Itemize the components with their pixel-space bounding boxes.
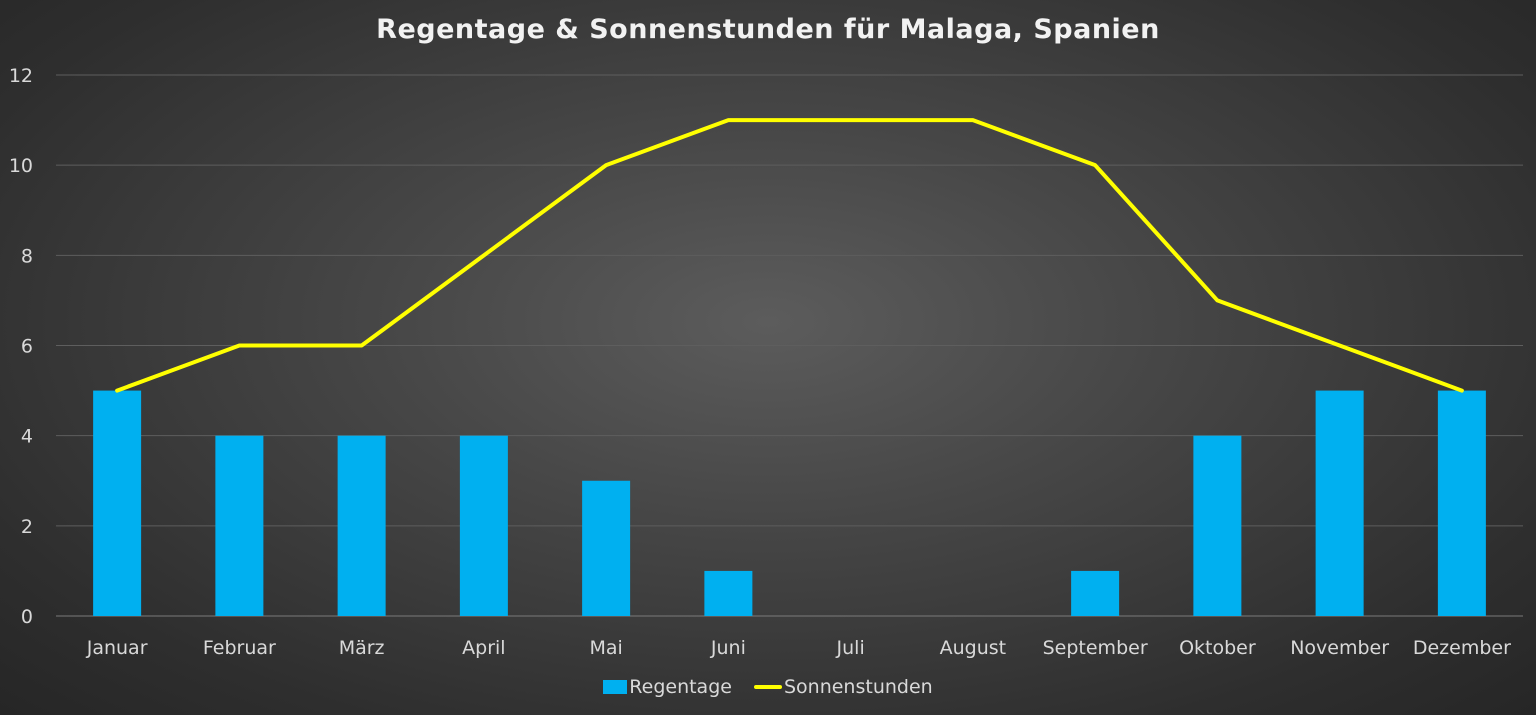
- legend-swatch-bar: [603, 680, 628, 694]
- bar-märz: [337, 435, 386, 616]
- y-tick-label: 8: [21, 245, 33, 267]
- y-tick-label: 12: [9, 65, 33, 87]
- x-tick-label: November: [1290, 637, 1389, 659]
- y-tick-label: 6: [21, 336, 33, 358]
- x-tick-label: Juni: [710, 637, 746, 659]
- x-tick-label: März: [339, 637, 385, 659]
- bar-april: [459, 435, 508, 616]
- x-tick-label: Februar: [203, 637, 276, 659]
- legend-item-regentage: Regentage: [603, 676, 732, 698]
- x-tick-label: August: [940, 637, 1007, 659]
- bar-oktober: [1193, 435, 1242, 616]
- y-tick-label: 2: [21, 516, 33, 538]
- bar-mai: [582, 480, 631, 616]
- line-sonnenstunden: [115, 118, 1464, 393]
- bar-juni: [704, 570, 753, 616]
- bar-september: [1071, 570, 1120, 616]
- legend: Regentage Sonnenstunden: [0, 676, 1536, 698]
- x-tick-label: Mai: [589, 637, 622, 659]
- x-tick-label: September: [1043, 637, 1148, 659]
- bar-dezember: [1437, 390, 1486, 616]
- x-tick-label: Oktober: [1179, 637, 1256, 659]
- bar-februar: [215, 435, 264, 616]
- legend-label: Sonnenstunden: [783, 676, 933, 698]
- x-tick-label: Januar: [86, 637, 148, 659]
- bar-november: [1315, 390, 1364, 616]
- x-tick-label: April: [462, 637, 505, 659]
- bar-januar: [93, 390, 142, 616]
- legend-item-sonnenstunden: Sonnenstunden: [753, 676, 933, 698]
- y-tick-label: 10: [9, 155, 33, 177]
- legend-label: Regentage: [629, 676, 732, 698]
- x-tick-label: Dezember: [1413, 637, 1511, 659]
- y-tick-label: 4: [21, 426, 33, 448]
- x-tick-label: Juli: [836, 637, 865, 659]
- y-tick-label: 0: [21, 606, 33, 628]
- legend-swatch-line: [753, 685, 782, 689]
- chart-title: Regentage & Sonnenstunden für Malaga, Sp…: [376, 14, 1160, 45]
